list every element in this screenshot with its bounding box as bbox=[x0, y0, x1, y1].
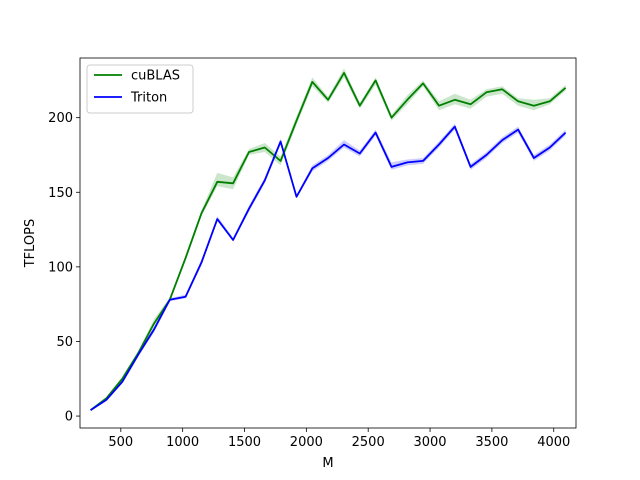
data-point-triton bbox=[232, 239, 234, 241]
y-tick-label: 100 bbox=[48, 260, 73, 275]
x-axis-label: M bbox=[322, 456, 333, 471]
data-point-cublas bbox=[422, 82, 424, 84]
data-point-cublas bbox=[533, 105, 535, 107]
data-point-triton bbox=[438, 143, 440, 145]
data-point-triton bbox=[485, 154, 487, 156]
data-point-triton bbox=[153, 328, 155, 330]
y-tick-label: 50 bbox=[56, 335, 73, 350]
data-point-cublas bbox=[343, 72, 345, 74]
data-point-cublas bbox=[469, 103, 471, 105]
data-point-cublas bbox=[295, 120, 297, 122]
x-tick-label: 2000 bbox=[290, 435, 323, 450]
series-band-cublas bbox=[90, 68, 566, 411]
y-tick-label: 200 bbox=[48, 111, 73, 126]
data-point-triton bbox=[359, 152, 361, 154]
data-point-cublas bbox=[200, 212, 202, 214]
legend-box bbox=[86, 64, 194, 114]
data-point-cublas bbox=[184, 257, 186, 259]
data-point-triton bbox=[469, 166, 471, 168]
data-point-triton bbox=[517, 128, 519, 130]
legend: cuBLAS Triton bbox=[86, 64, 194, 114]
data-point-triton bbox=[89, 409, 91, 411]
y-tick-label: 0 bbox=[65, 410, 73, 425]
plot-area bbox=[80, 58, 576, 428]
x-tick-label: 500 bbox=[108, 435, 133, 450]
x-tick-label: 4000 bbox=[537, 435, 570, 450]
legend-label-triton: Triton bbox=[130, 91, 167, 106]
data-point-cublas bbox=[311, 81, 313, 83]
data-point-triton bbox=[327, 157, 329, 159]
data-point-triton bbox=[264, 179, 266, 181]
series-lines bbox=[89, 72, 567, 411]
data-point-triton bbox=[248, 208, 250, 210]
data-point-triton bbox=[343, 143, 345, 145]
data-point-cublas bbox=[406, 99, 408, 101]
data-point-cublas bbox=[153, 322, 155, 324]
data-point-triton bbox=[169, 299, 171, 301]
data-point-cublas bbox=[454, 99, 456, 101]
data-point-triton bbox=[422, 160, 424, 162]
data-point-triton bbox=[184, 296, 186, 298]
x-axis-ticks: 500 1000 1500 2000 2500 3000 3500 4000 bbox=[108, 428, 570, 450]
data-point-cublas bbox=[264, 146, 266, 148]
series-line-triton bbox=[90, 125, 567, 411]
data-point-triton bbox=[311, 167, 313, 169]
data-point-triton bbox=[533, 157, 535, 159]
data-point-triton bbox=[295, 196, 297, 198]
data-point-cublas bbox=[390, 117, 392, 119]
data-point-triton bbox=[549, 146, 551, 148]
data-point-triton bbox=[137, 354, 139, 356]
data-point-cublas bbox=[232, 182, 234, 184]
data-point-triton bbox=[200, 261, 202, 263]
data-point-cublas bbox=[248, 151, 250, 153]
data-point-cublas bbox=[501, 88, 503, 90]
y-tick-label: 150 bbox=[48, 186, 73, 201]
data-point-cublas bbox=[327, 99, 329, 101]
data-point-triton bbox=[390, 166, 392, 168]
x-tick-label: 2500 bbox=[352, 435, 385, 450]
data-point-triton bbox=[564, 131, 566, 133]
y-axis-ticks: 0 50 100 150 200 bbox=[48, 111, 80, 425]
y-axis-label: TFLOPS bbox=[23, 219, 38, 269]
data-point-triton bbox=[105, 399, 107, 401]
data-point-triton bbox=[216, 218, 218, 220]
x-tick-label: 1500 bbox=[228, 435, 261, 450]
data-point-cublas bbox=[485, 91, 487, 93]
data-point-cublas bbox=[374, 79, 376, 81]
data-point-cublas bbox=[359, 105, 361, 107]
data-point-cublas bbox=[438, 105, 440, 107]
data-point-cublas bbox=[549, 100, 551, 102]
data-point-triton bbox=[121, 381, 123, 383]
data-point-triton bbox=[406, 161, 408, 163]
data-point-cublas bbox=[517, 100, 519, 102]
data-point-cublas bbox=[564, 87, 566, 89]
x-tick-label: 3000 bbox=[413, 435, 446, 450]
data-point-triton bbox=[454, 125, 456, 127]
data-point-triton bbox=[374, 131, 376, 133]
data-point-cublas bbox=[216, 181, 218, 183]
data-point-triton bbox=[279, 140, 281, 142]
legend-label-cublas: cuBLAS bbox=[131, 69, 180, 84]
data-point-cublas bbox=[279, 160, 281, 162]
x-tick-label: 1000 bbox=[166, 435, 199, 450]
plot-frame bbox=[79, 57, 577, 429]
data-point-triton bbox=[501, 139, 503, 141]
confidence-bands bbox=[90, 68, 566, 411]
x-tick-label: 3500 bbox=[475, 435, 508, 450]
